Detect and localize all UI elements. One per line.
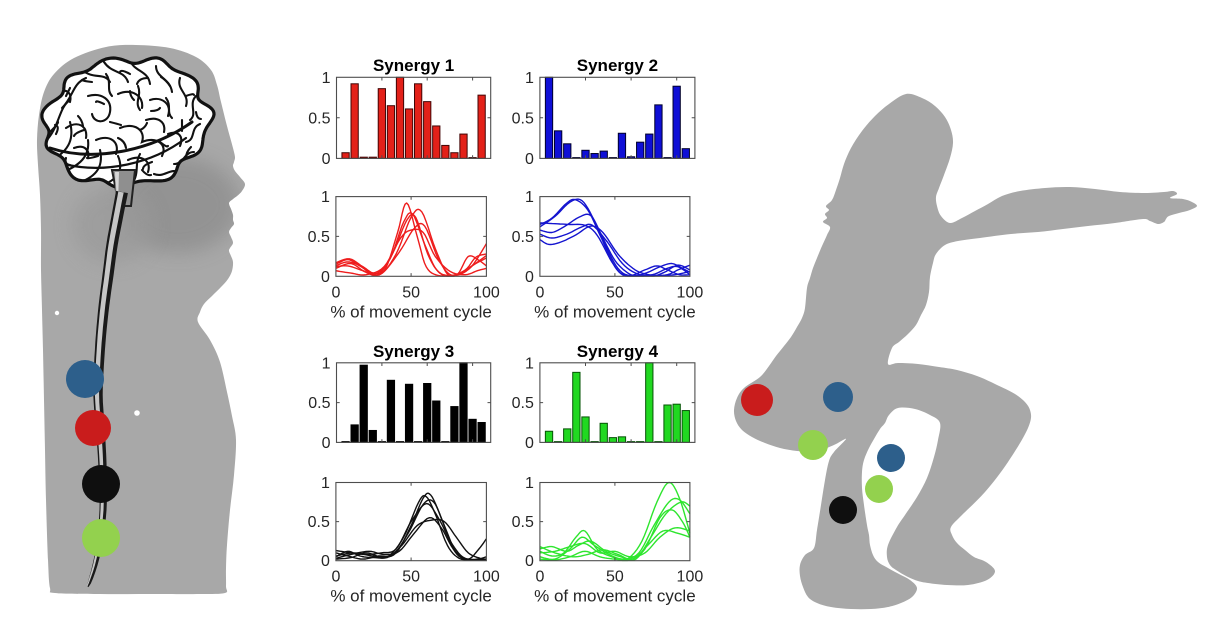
svg-text:50: 50 <box>606 569 624 586</box>
svg-text:50: 50 <box>402 284 420 301</box>
svg-text:0: 0 <box>525 435 534 452</box>
svg-text:100: 100 <box>473 569 500 586</box>
svg-text:Synergy 2: Synergy 2 <box>577 56 658 75</box>
svg-text:1: 1 <box>322 355 331 372</box>
svg-text:% of movement cycle: % of movement cycle <box>330 587 492 606</box>
svg-text:0: 0 <box>321 553 330 570</box>
svg-text:0.5: 0.5 <box>308 229 330 246</box>
svg-text:50: 50 <box>606 284 624 301</box>
svg-text:Synergy 3: Synergy 3 <box>373 342 454 361</box>
svg-text:0: 0 <box>322 435 331 452</box>
svg-text:0: 0 <box>321 269 330 286</box>
svg-text:1: 1 <box>525 70 534 87</box>
svg-text:1: 1 <box>321 475 330 492</box>
svg-text:0: 0 <box>535 569 544 586</box>
svg-text:0.5: 0.5 <box>512 514 534 531</box>
svg-text:100: 100 <box>473 284 500 301</box>
svg-text:0.5: 0.5 <box>308 514 330 531</box>
svg-text:1: 1 <box>525 475 534 492</box>
svg-text:50: 50 <box>402 569 420 586</box>
svg-text:% of movement cycle: % of movement cycle <box>330 302 492 321</box>
svg-text:100: 100 <box>677 284 704 301</box>
svg-text:0: 0 <box>525 269 534 286</box>
svg-text:% of movement cycle: % of movement cycle <box>534 587 696 606</box>
svg-text:0: 0 <box>525 151 534 168</box>
svg-text:0: 0 <box>322 151 331 168</box>
svg-text:% of movement cycle: % of movement cycle <box>534 302 696 321</box>
svg-text:1: 1 <box>321 189 330 206</box>
svg-text:1: 1 <box>525 355 534 372</box>
svg-text:1: 1 <box>322 70 331 87</box>
svg-text:1: 1 <box>525 189 534 206</box>
svg-text:0.5: 0.5 <box>512 110 534 127</box>
svg-text:0.5: 0.5 <box>308 110 330 127</box>
svg-text:0: 0 <box>525 553 534 570</box>
svg-text:0: 0 <box>331 569 340 586</box>
svg-text:100: 100 <box>677 569 704 586</box>
svg-text:Synergy 4: Synergy 4 <box>577 342 659 361</box>
svg-text:0: 0 <box>331 284 340 301</box>
svg-text:0.5: 0.5 <box>308 395 330 412</box>
svg-text:0.5: 0.5 <box>512 229 534 246</box>
svg-text:0: 0 <box>535 284 544 301</box>
svg-text:0.5: 0.5 <box>512 395 534 412</box>
svg-text:Synergy 1: Synergy 1 <box>373 56 454 75</box>
